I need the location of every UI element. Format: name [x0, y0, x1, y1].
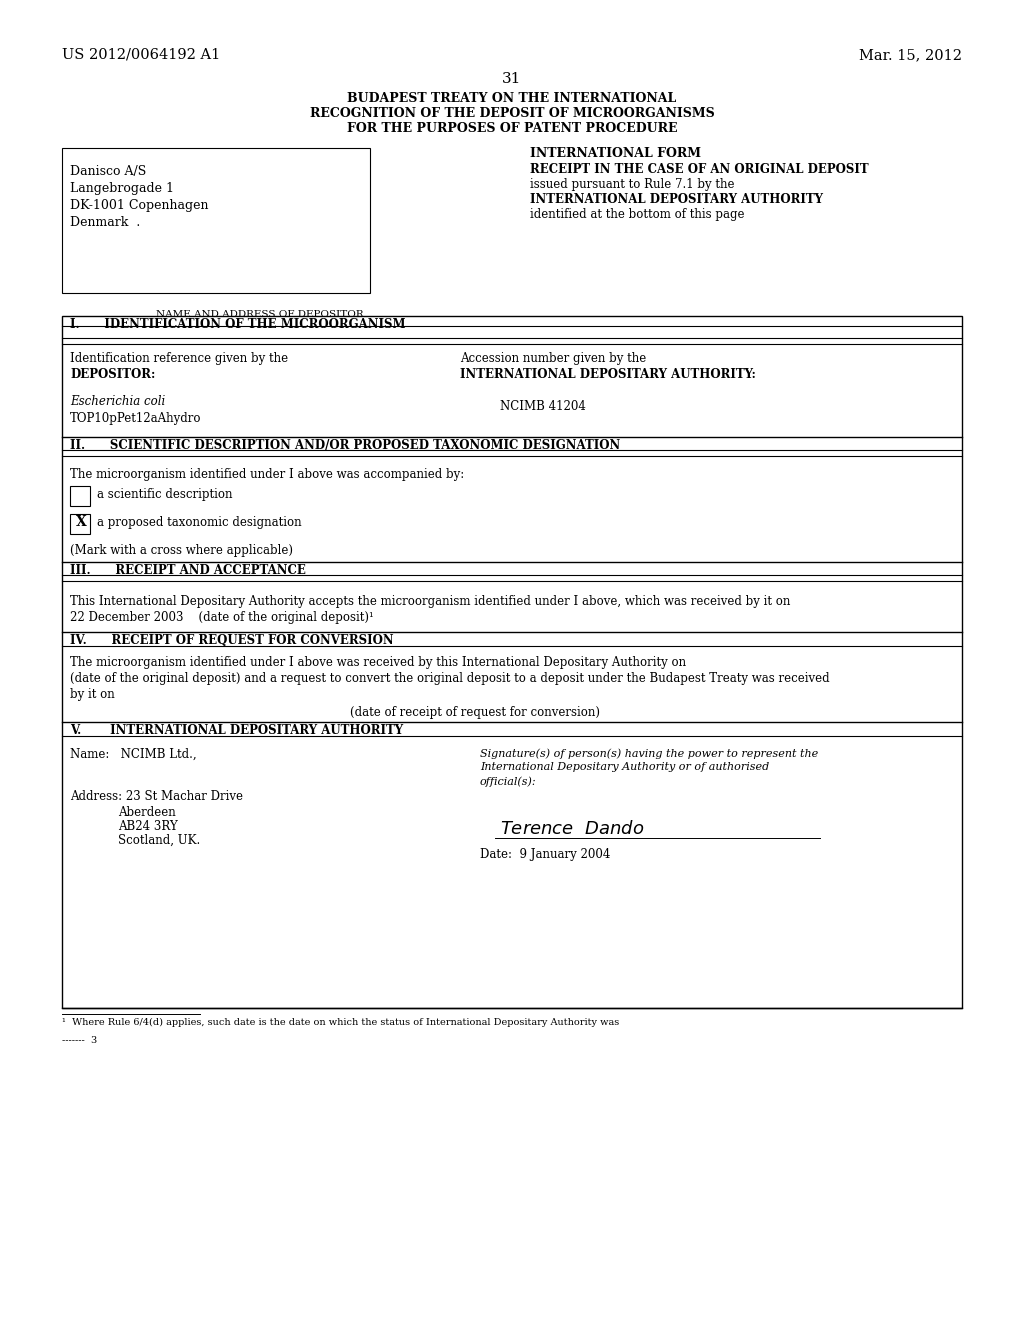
Text: identified at the bottom of this page: identified at the bottom of this page: [530, 209, 744, 220]
Text: by it on: by it on: [70, 688, 115, 701]
Text: Mar. 15, 2012: Mar. 15, 2012: [859, 48, 962, 62]
Text: a proposed taxonomic designation: a proposed taxonomic designation: [97, 516, 302, 529]
Text: Langebrogade 1: Langebrogade 1: [70, 182, 174, 195]
Text: (date of receipt of request for conversion): (date of receipt of request for conversi…: [350, 706, 600, 719]
Text: NAME AND ADDRESS OF DEPOSITOR: NAME AND ADDRESS OF DEPOSITOR: [157, 310, 364, 319]
Text: II.      SCIENTIFIC DESCRIPTION AND/OR PROPOSED TAXONOMIC DESIGNATION: II. SCIENTIFIC DESCRIPTION AND/OR PROPOS…: [70, 440, 621, 451]
Text: DK-1001 Copenhagen: DK-1001 Copenhagen: [70, 199, 209, 213]
Text: Denmark  .: Denmark .: [70, 216, 140, 228]
Text: Scotland, UK.: Scotland, UK.: [118, 834, 201, 847]
Text: X: X: [76, 515, 87, 529]
Text: IV.      RECEIPT OF REQUEST FOR CONVERSION: IV. RECEIPT OF REQUEST FOR CONVERSION: [70, 634, 393, 647]
Text: FOR THE PURPOSES OF PATENT PROCEDURE: FOR THE PURPOSES OF PATENT PROCEDURE: [347, 121, 677, 135]
Text: -------  3: ------- 3: [62, 1036, 97, 1045]
Text: issued pursuant to Rule 7.1 by the: issued pursuant to Rule 7.1 by the: [530, 178, 734, 191]
Text: BUDAPEST TREATY ON THE INTERNATIONAL: BUDAPEST TREATY ON THE INTERNATIONAL: [347, 92, 677, 106]
Text: Aberdeen: Aberdeen: [118, 807, 176, 818]
Text: 31: 31: [503, 73, 521, 86]
Text: AB24 3RY: AB24 3RY: [118, 820, 178, 833]
Text: The microorganism identified under I above was accompanied by:: The microorganism identified under I abo…: [70, 469, 464, 480]
Text: V.       INTERNATIONAL DEPOSITARY AUTHORITY: V. INTERNATIONAL DEPOSITARY AUTHORITY: [70, 723, 403, 737]
Text: ¹  Where Rule 6/4(d) applies, such date is the date on which the status of Inter: ¹ Where Rule 6/4(d) applies, such date i…: [62, 1018, 620, 1027]
Text: INTERNATIONAL DEPOSITARY AUTHORITY:: INTERNATIONAL DEPOSITARY AUTHORITY:: [460, 368, 756, 381]
Bar: [62, 148, 370, 293]
Text: Signature(s) of person(s) having the power to represent the: Signature(s) of person(s) having the pow…: [480, 748, 818, 759]
Text: official(s):: official(s):: [480, 776, 537, 787]
Text: III.      RECEIPT AND ACCEPTANCE: III. RECEIPT AND ACCEPTANCE: [70, 564, 306, 577]
Text: Name:   NCIMB Ltd.,: Name: NCIMB Ltd.,: [70, 748, 197, 762]
Text: Date:  9 January 2004: Date: 9 January 2004: [480, 847, 610, 861]
Text: The microorganism identified under I above was received by this International De: The microorganism identified under I abo…: [70, 656, 686, 669]
Text: RECOGNITION OF THE DEPOSIT OF MICROORGANISMS: RECOGNITION OF THE DEPOSIT OF MICROORGAN…: [309, 107, 715, 120]
Bar: [62, 315, 962, 1008]
Text: Accession number given by the: Accession number given by the: [460, 352, 646, 366]
Text: Danisco A/S: Danisco A/S: [70, 165, 146, 178]
Text: INTERNATIONAL DEPOSITARY AUTHORITY: INTERNATIONAL DEPOSITARY AUTHORITY: [530, 193, 823, 206]
Text: Escherichia coli: Escherichia coli: [70, 395, 165, 408]
Text: $\mathit{Terence\ \ Dando}$: $\mathit{Terence\ \ Dando}$: [500, 820, 644, 838]
Text: (date of the original deposit) and a request to convert the original deposit to : (date of the original deposit) and a req…: [70, 672, 829, 685]
Text: a scientific description: a scientific description: [97, 488, 232, 502]
Text: RECEIPT IN THE CASE OF AN ORIGINAL DEPOSIT: RECEIPT IN THE CASE OF AN ORIGINAL DEPOS…: [530, 162, 868, 176]
Text: DEPOSITOR:: DEPOSITOR:: [70, 368, 156, 381]
Text: 22 December 2003    (date of the original deposit)¹: 22 December 2003 (date of the original d…: [70, 611, 374, 624]
Text: This International Depositary Authority accepts the microorganism identified und: This International Depositary Authority …: [70, 595, 791, 609]
Text: (Mark with a cross where applicable): (Mark with a cross where applicable): [70, 544, 293, 557]
Text: International Depositary Authority or of authorised: International Depositary Authority or of…: [480, 762, 769, 772]
Bar: [70, 513, 90, 535]
Text: I.      IDENTIFICATION OF THE MICROORGANISM: I. IDENTIFICATION OF THE MICROORGANISM: [70, 318, 406, 331]
Text: Address: 23 St Machar Drive: Address: 23 St Machar Drive: [70, 789, 243, 803]
Text: INTERNATIONAL FORM: INTERNATIONAL FORM: [530, 147, 701, 160]
Text: TOP10pPet12aAhydro: TOP10pPet12aAhydro: [70, 412, 202, 425]
Text: US 2012/0064192 A1: US 2012/0064192 A1: [62, 48, 220, 62]
Bar: [70, 486, 90, 506]
Text: Identification reference given by the: Identification reference given by the: [70, 352, 288, 366]
Text: NCIMB 41204: NCIMB 41204: [500, 400, 586, 413]
